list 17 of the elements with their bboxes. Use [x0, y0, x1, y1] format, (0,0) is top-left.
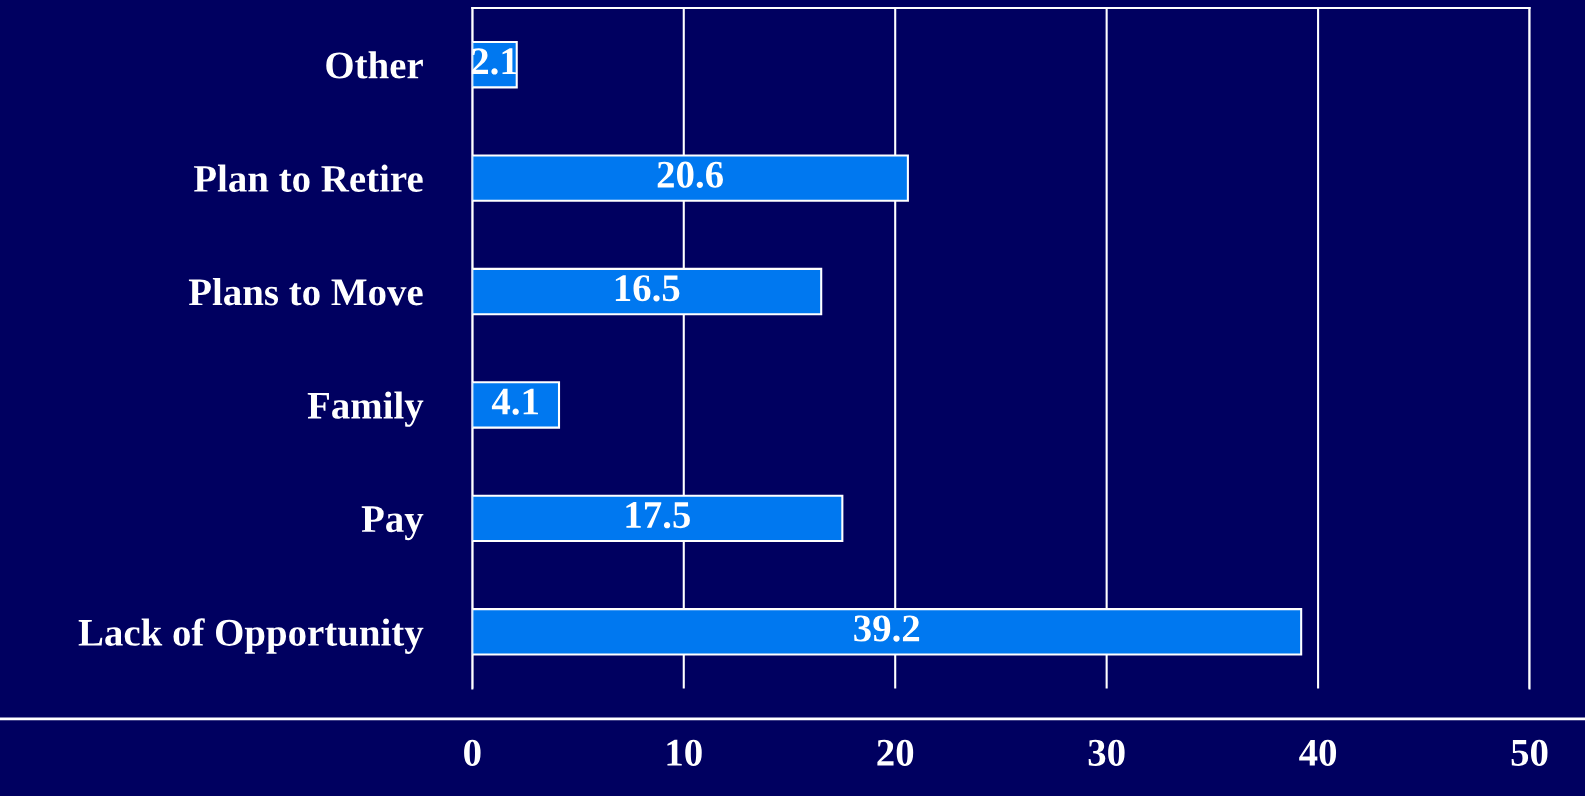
y-tick-label: Other	[326, 51, 423, 79]
data-label: 16.5	[615, 275, 680, 302]
data-label: 39.2	[854, 615, 920, 642]
y-tick-label: Lack of Opportunity	[78, 618, 424, 654]
x-tick-label: 30	[1088, 739, 1125, 766]
y-tick-label: Pay	[361, 506, 424, 541]
y-tick-label: Family	[307, 391, 424, 427]
y-tick-label: Plans to Move	[188, 278, 423, 306]
x-tick-label: 50	[1511, 739, 1548, 766]
x-tick-label: 20	[877, 739, 914, 766]
data-label: 17.5	[626, 502, 690, 529]
x-tick-label: 40	[1299, 739, 1337, 766]
data-label: 4.1	[491, 388, 538, 415]
data-label: 20.6	[657, 161, 723, 189]
y-tick-label: Plan to Retire	[193, 164, 423, 192]
x-tick-label: 0	[464, 739, 481, 766]
x-tick-label: 10	[667, 739, 702, 766]
